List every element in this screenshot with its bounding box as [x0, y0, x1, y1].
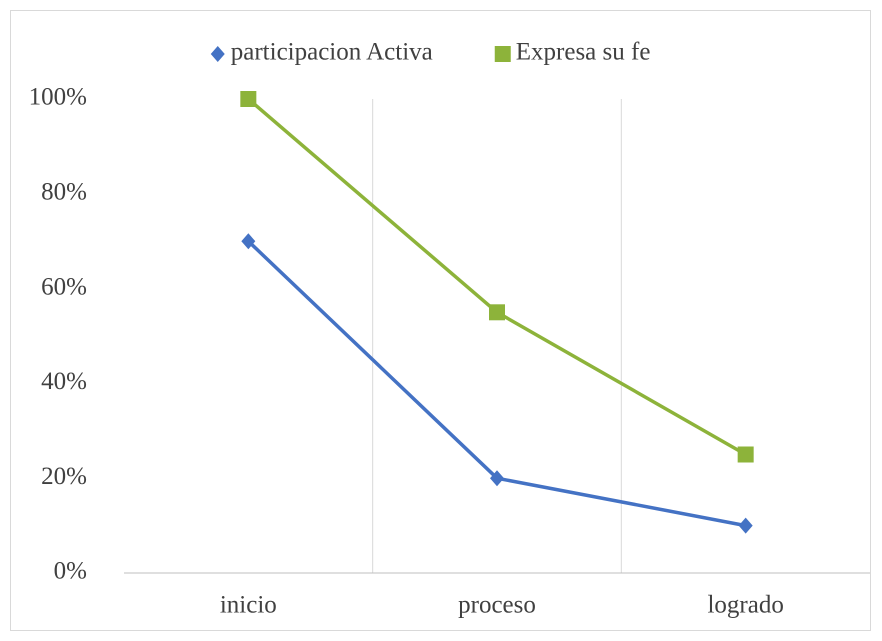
- legend-label: Expresa su fe: [516, 39, 651, 66]
- y-tick-label: 0%: [54, 558, 87, 585]
- x-tick-label: proceso: [458, 592, 536, 619]
- x-tick-label: inicio: [220, 592, 277, 619]
- y-tick-label: 20%: [41, 463, 87, 490]
- legend-marker: [494, 46, 511, 62]
- marker: [490, 470, 504, 487]
- legend-marker: [210, 46, 225, 62]
- marker: [737, 446, 754, 463]
- y-tick-label: 60%: [41, 273, 87, 300]
- marker: [241, 233, 256, 250]
- marker: [240, 91, 257, 107]
- y-tick-label: 100%: [29, 84, 87, 111]
- legend-label: participacion Activa: [231, 39, 433, 66]
- y-tick-label: 40%: [41, 368, 87, 395]
- y-tick-label: 80%: [41, 179, 87, 206]
- marker: [489, 304, 505, 321]
- chart-border: [10, 10, 871, 631]
- x-tick-label: logrado: [707, 592, 783, 619]
- marker: [738, 517, 753, 534]
